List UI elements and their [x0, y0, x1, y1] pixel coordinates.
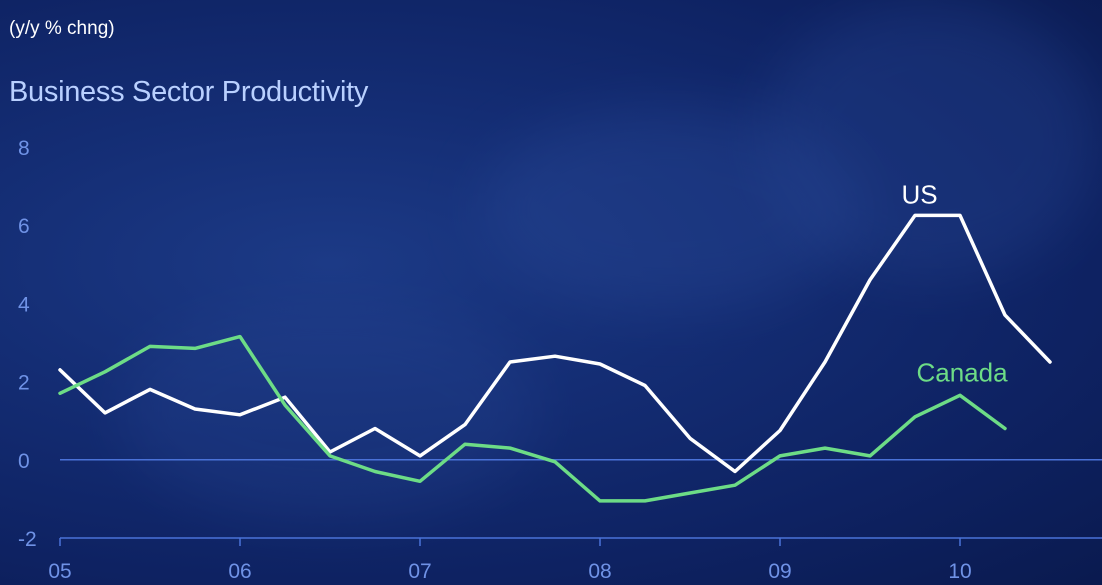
- x-tick-label: 06: [228, 560, 251, 583]
- series-line-canada: [58, 334, 1007, 503]
- x-tick-label: 05: [48, 560, 71, 583]
- series-label-us: US: [901, 179, 937, 209]
- y-tick-label: 8: [18, 137, 30, 160]
- x-tick-label: 08: [588, 560, 611, 583]
- y-tick-label: 2: [18, 372, 30, 395]
- background-cloud: [120, 300, 540, 520]
- x-tick-label: 10: [948, 560, 971, 583]
- x-tick-label: 09: [768, 560, 791, 583]
- series-label-canada: Canada: [916, 357, 1008, 387]
- chart-title: Business Sector Productivity: [9, 76, 369, 108]
- y-tick-label: 6: [18, 215, 30, 238]
- series-labels: US Canada: [901, 179, 1008, 387]
- series-lines: [58, 213, 1052, 503]
- x-tick-label: 07: [408, 560, 431, 583]
- y-tick-label: 0: [18, 450, 30, 473]
- unit-label: (y/y % chng): [9, 18, 115, 39]
- background-cloud: [760, 0, 1100, 280]
- axes: -2 0 2 4 6 8 05 06 07 08 09 10: [18, 137, 1102, 583]
- background-cloud: [480, 110, 860, 310]
- y-tick-label: 4: [18, 293, 30, 316]
- series-line-us: [58, 213, 1052, 474]
- y-tick-label: -2: [18, 528, 37, 551]
